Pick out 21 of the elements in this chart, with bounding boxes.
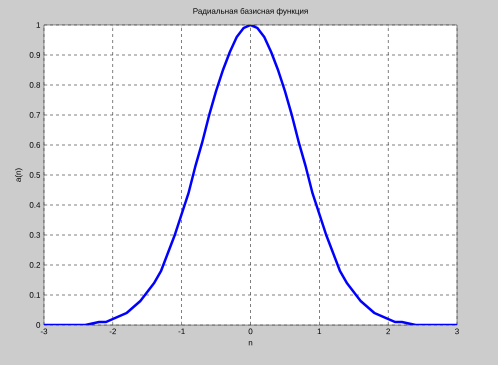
y-tick-label: 0.2 [30,262,40,268]
x-tick-label: 0 [248,328,252,334]
y-tick-label: 0.3 [30,232,40,238]
x-tick-label: -2 [110,328,116,334]
y-tick-label: 0 [36,322,40,328]
x-tick-label: 3 [455,328,459,334]
y-tick-label: 0.9 [30,52,40,58]
y-axis-title: a(n) [15,168,22,182]
y-tick-label: 0.1 [30,292,40,298]
y-tick-label: 0.4 [30,202,40,208]
chart-title: Радиальная базисная функция [193,8,308,16]
x-axis-title: n [248,341,252,346]
x-tick-label: -1 [178,328,185,334]
y-tick-label: 0.5 [30,172,40,178]
x-tick-label: 2 [386,328,390,334]
y-tick-label: 1 [36,22,40,28]
y-tick-label: 0.6 [30,142,40,148]
x-tick-label: -3 [40,328,48,334]
x-tick-label: 1 [318,328,322,334]
y-tick-label: 0.8 [30,82,40,88]
y-tick-label: 0.7 [30,112,40,118]
